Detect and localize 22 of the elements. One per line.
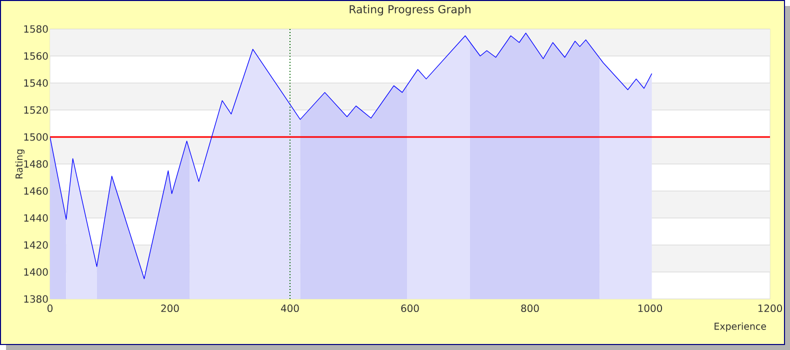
x-tick-label: 200 bbox=[161, 304, 179, 312]
line-series bbox=[50, 32, 652, 280]
chart-title: Rating Progress Graph bbox=[350, 4, 470, 16]
y-tick-label: 1520 bbox=[24, 106, 48, 114]
y-tick-label: 1500 bbox=[24, 133, 48, 141]
x-tick-label: 800 bbox=[521, 304, 539, 312]
y-tick-label: 1420 bbox=[24, 241, 48, 249]
y-tick-label: 1560 bbox=[24, 52, 48, 60]
y-tick-label: 1460 bbox=[24, 187, 48, 195]
x-tick-label: 1000 bbox=[638, 304, 662, 312]
y-tick-label: 1380 bbox=[24, 295, 48, 303]
x-tick-label: 400 bbox=[280, 304, 299, 312]
x-axis-title: Experience bbox=[714, 322, 766, 332]
y-axis-title: Rating bbox=[15, 150, 24, 178]
x-tick-label: 600 bbox=[401, 304, 419, 312]
y-tick-label: 1440 bbox=[24, 214, 48, 222]
y-tick-label: 1540 bbox=[24, 79, 48, 87]
y-tick-label: 1580 bbox=[24, 25, 48, 33]
y-tick-label: 1480 bbox=[24, 160, 48, 168]
x-tick-label: 0 bbox=[47, 304, 53, 312]
x-tick-label: 1200 bbox=[758, 304, 782, 312]
y-tick-label: 1400 bbox=[24, 268, 48, 276]
